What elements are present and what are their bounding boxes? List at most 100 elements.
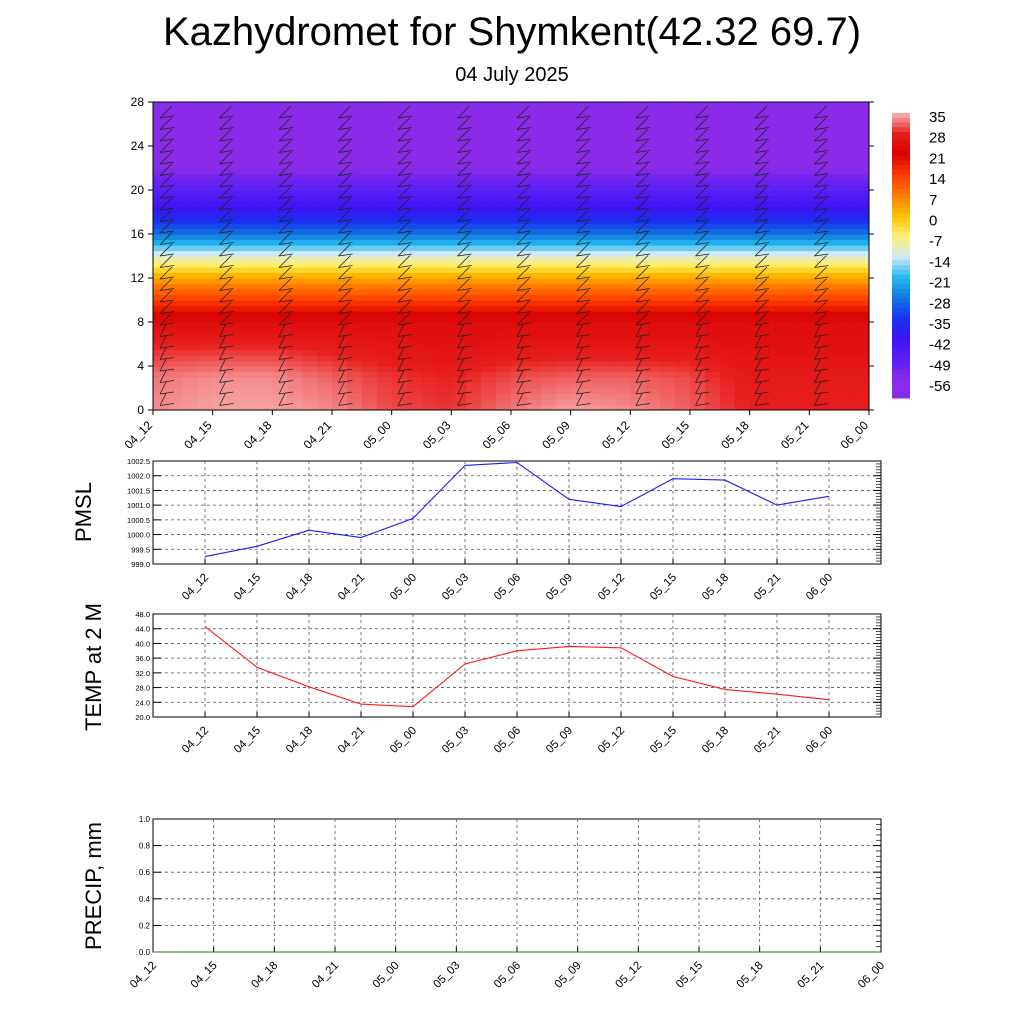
colorbar-label: 14 (929, 171, 946, 188)
heatmap-cell (630, 162, 646, 169)
heatmap-cell (675, 305, 691, 312)
wind-barb-flag (695, 173, 710, 176)
heatmap-cell (346, 250, 363, 257)
heatmap-cell (212, 289, 229, 296)
heatmap-cell (421, 300, 438, 307)
heatmap-cell (242, 333, 259, 340)
heatmap-cell (376, 393, 393, 400)
heatmap-cell (555, 173, 572, 180)
colorbar-swatch (892, 307, 910, 313)
heatmap-cell (182, 267, 199, 274)
heatmap-cell (376, 250, 393, 257)
heatmap-cell (660, 129, 676, 136)
heatmap-cell (272, 344, 288, 351)
heatmap-cell (645, 344, 661, 351)
heatmap-cell (615, 344, 631, 351)
wind-barb-flag (159, 265, 175, 268)
heatmap-cell (167, 124, 184, 131)
heatmap-cell (734, 289, 751, 296)
heatmap-cell (317, 349, 333, 356)
heatmap-cell (227, 212, 244, 219)
heatmap-cell (824, 382, 840, 389)
heatmap-cell (153, 250, 169, 257)
heatmap-cell (854, 107, 869, 114)
heatmap-cell (809, 377, 825, 384)
heatmap-cell (779, 162, 796, 169)
heatmap-cell (570, 162, 587, 169)
heatmap-cell (332, 107, 348, 114)
heatmap-cell (630, 184, 646, 191)
heatmap-cell (794, 135, 810, 142)
wind-barb-flag (219, 265, 234, 268)
heatmap-cell (257, 129, 273, 136)
heatmap-cell (242, 316, 259, 323)
heatmap-cell (391, 256, 408, 263)
heatmap-cell (690, 267, 706, 274)
heatmap-cell (361, 261, 378, 268)
y-tick-label: 1.0 (139, 815, 151, 824)
heatmap-cell (525, 124, 542, 131)
wind-barb-flag (874, 162, 888, 164)
heatmap-cell (660, 360, 676, 367)
heatmap-cell (227, 305, 244, 312)
heatmap-cell (406, 355, 423, 362)
heatmap-cell (585, 151, 602, 158)
wind-barb-staff (397, 105, 411, 119)
heatmap-cell (734, 371, 751, 378)
heatmap-cell (317, 201, 333, 208)
heatmap-cell (287, 206, 303, 213)
wind-barb-flag (219, 207, 234, 211)
heatmap-cell (197, 234, 214, 241)
heatmap-cell (585, 316, 602, 323)
heatmap-cell (481, 294, 497, 301)
wind-barb-staff (754, 255, 768, 268)
heatmap-cell (317, 344, 333, 351)
heatmap-cell (391, 305, 408, 312)
heatmap-cell (406, 118, 423, 125)
heatmap-cell (839, 283, 855, 290)
wind-barb-staff (278, 370, 286, 383)
heatmap-cell (615, 184, 631, 191)
wind-barb-flag (695, 150, 710, 153)
heatmap-cell (839, 322, 855, 329)
heatmap-cell (317, 195, 333, 202)
heatmap-cell (525, 146, 542, 153)
heatmap-cell (585, 294, 602, 301)
heatmap-cell (272, 107, 288, 114)
heatmap-cell (167, 322, 184, 329)
heatmap-cell (332, 349, 348, 356)
heatmap-cell (824, 223, 840, 230)
colorbar-swatch (892, 241, 910, 247)
heatmap-cell (451, 162, 467, 169)
heatmap-cell (332, 344, 348, 351)
wind-barb-staff (814, 301, 827, 314)
heatmap-cell (675, 173, 691, 180)
heatmap-cell (332, 399, 348, 406)
heatmap-cell (600, 234, 617, 241)
wind-barb-staff (754, 174, 768, 188)
heatmap-cell (645, 250, 661, 257)
wind-barb-staff (695, 197, 708, 211)
heatmap-cell (690, 162, 706, 169)
wind-barb-staff (754, 209, 768, 222)
colorbar-swatch (892, 236, 910, 242)
heatmap-cell (361, 151, 378, 158)
heatmap-cell (167, 223, 184, 230)
wind-barb-flag (635, 345, 651, 349)
heatmap-cell (585, 338, 602, 345)
heatmap-cell (511, 278, 527, 285)
heatmap-cell (391, 107, 408, 114)
wind-barb-staff (754, 312, 768, 326)
heatmap-cell (302, 140, 318, 147)
heatmap-cell (451, 366, 467, 373)
wind-barb-staff (397, 255, 411, 268)
heatmap-cell (346, 228, 363, 235)
heatmap-cell (779, 371, 796, 378)
heatmap-cell (690, 399, 706, 406)
wind-barb-flag (576, 299, 591, 303)
heatmap-cell (779, 184, 796, 191)
heatmap-cell (585, 333, 602, 340)
heatmap-cell (600, 118, 617, 125)
heatmap-cell (406, 278, 423, 285)
heatmap-cell (272, 245, 288, 252)
